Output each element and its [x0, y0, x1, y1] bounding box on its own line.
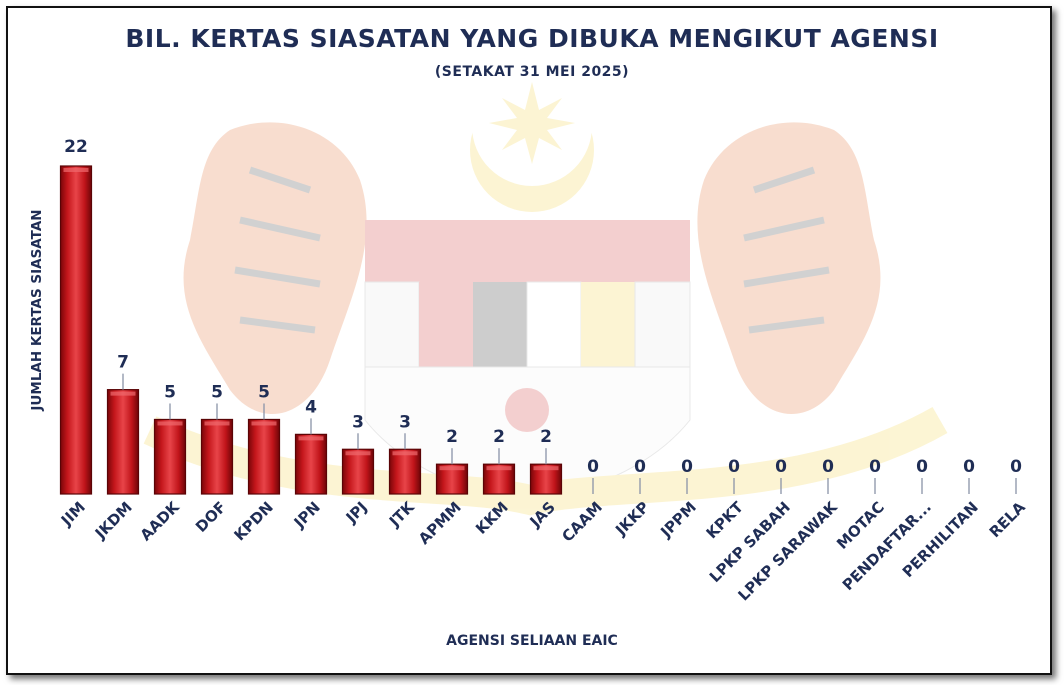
chart-frame — [6, 6, 1052, 675]
bar-jpj — [341, 448, 375, 495]
shield-icon — [364, 220, 691, 501]
data-label-kpdn: 5 — [258, 382, 270, 402]
hibiscus-icon — [505, 388, 549, 432]
chart-title: BIL. KERTAS SIASATAN YANG DIBUKA MENGIKU… — [125, 24, 939, 53]
category-label-jim: JIM — [57, 498, 89, 530]
data-label-leaders — [122, 373, 1017, 494]
bar-bevel-jpn — [298, 436, 324, 441]
data-label-rela: 0 — [1010, 457, 1022, 477]
bar-bevel-dof — [204, 421, 230, 426]
bar-kpdn — [247, 418, 281, 495]
bar-series — [59, 165, 563, 495]
tiger-icon — [183, 122, 367, 414]
data-label-jim: 22 — [64, 137, 88, 157]
tiger-icon — [697, 122, 881, 414]
bar-bevel-jpj — [345, 451, 371, 456]
data-label-kpkt: 0 — [728, 457, 740, 477]
category-label-kpkt: KPKT — [703, 498, 748, 543]
data-label-kkm: 2 — [493, 427, 505, 447]
category-label-jppm: JPPM — [656, 498, 699, 541]
y-axis-label: JUMLAH KERTAS SIASATAN — [29, 209, 45, 411]
data-label-caam: 0 — [587, 457, 599, 477]
data-label-jas: 2 — [540, 427, 552, 447]
bar-bevel-jtk — [392, 451, 418, 456]
category-label-kpdn: KPDN — [230, 498, 276, 544]
bar-bevel-jim — [63, 168, 89, 172]
data-label-lpkp-sabah: 0 — [775, 457, 787, 477]
category-label-dof: DOF — [192, 498, 230, 536]
bar-jkdm — [106, 389, 140, 495]
category-label-jkdm: JKDM — [91, 498, 136, 543]
category-label-apmm: APMM — [415, 498, 465, 548]
data-label-jpn: 4 — [305, 397, 317, 417]
emblem-watermark — [143, 66, 948, 516]
data-label-apmm: 2 — [446, 427, 458, 447]
bar-jtk — [388, 448, 422, 495]
bar-aadk — [153, 418, 187, 495]
category-label-jpn: JPN — [290, 498, 324, 532]
data-label-lpkp-sarawak: 0 — [822, 457, 834, 477]
category-label-aadk: AADK — [137, 497, 184, 544]
category-label-jpj: JPJ — [342, 498, 371, 527]
data-label-aadk: 5 — [164, 382, 176, 402]
data-label-jkdm: 7 — [117, 353, 129, 373]
category-label-rela: RELA — [986, 498, 1029, 541]
data-label-jtk: 3 — [399, 412, 411, 432]
data-label-motac: 0 — [869, 457, 881, 477]
bar-bevel-aadk — [157, 421, 183, 426]
data-label-perhilitan: 0 — [963, 457, 975, 477]
data-label-jkkp: 0 — [634, 457, 646, 477]
data-label-dof: 5 — [211, 382, 223, 402]
bar-dof — [200, 418, 234, 495]
bar-jpn — [294, 433, 328, 495]
data-label-pendaftar: 0 — [916, 457, 928, 477]
chart-subtitle: (SETAKAT 31 MEI 2025) — [434, 64, 630, 80]
bar-bevel-apmm — [439, 466, 465, 471]
bar-bevel-kkm — [486, 466, 512, 471]
category-label-lpkp-sabah: LPKP SABAH — [706, 498, 794, 586]
data-label-jppm: 0 — [681, 457, 693, 477]
data-label-jpj: 3 — [352, 412, 364, 432]
crescent-star-icon — [470, 66, 594, 212]
x-axis-label: AGENSI SELIAAN EAIC — [446, 633, 618, 649]
bar-jim — [59, 165, 93, 495]
bar-bevel-jas — [533, 466, 559, 471]
bar-bevel-kpdn — [251, 421, 277, 426]
bar-bevel-jkdm — [110, 391, 136, 396]
